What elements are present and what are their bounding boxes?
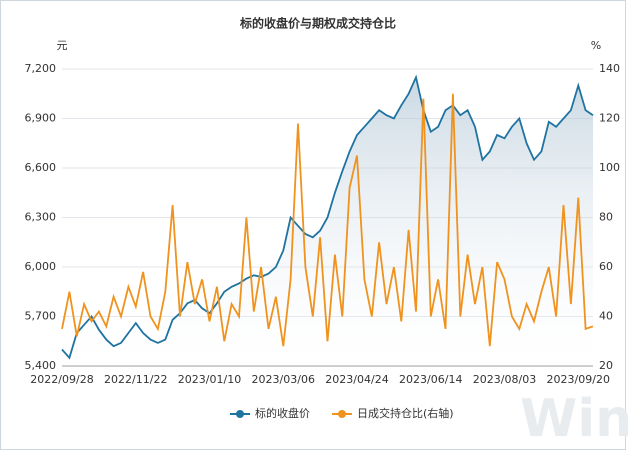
legend-marker bbox=[338, 410, 346, 418]
series-line bbox=[61, 93, 594, 347]
y-tick-label: 5,400 bbox=[25, 359, 57, 372]
y2-tick-label: 100 bbox=[599, 161, 620, 174]
x-tick-label: 2023/06/14 bbox=[399, 373, 462, 386]
y2-unit: % bbox=[591, 39, 601, 52]
y-tick-label: 5,700 bbox=[25, 310, 57, 323]
y2-tick-label: 20 bbox=[599, 359, 613, 372]
y-tick-label: 6,900 bbox=[25, 112, 57, 125]
x-tick-label: 2023/01/10 bbox=[178, 373, 241, 386]
series-line bbox=[61, 74, 594, 360]
y2-tick-label: 40 bbox=[599, 310, 613, 323]
area bbox=[62, 77, 593, 367]
y-unit: 元 bbox=[57, 39, 68, 52]
x-tick-label: 2022/09/28 bbox=[30, 373, 93, 386]
x-tick-label: 2022/11/22 bbox=[104, 373, 167, 386]
watermark: Win.d bbox=[520, 389, 636, 449]
y2-tick-label: 60 bbox=[599, 260, 613, 273]
x-tick-label: 2023/04/24 bbox=[325, 373, 388, 386]
chart-title: 标的收盘价与期权成交持仓比 bbox=[239, 16, 396, 31]
x-tick-label: 2023/08/03 bbox=[473, 373, 536, 386]
y2-tick-label: 120 bbox=[599, 112, 620, 125]
y2-tick-label: 80 bbox=[599, 211, 613, 224]
legend-label: 标的收盘价 bbox=[255, 406, 310, 420]
x-tick-label: 2023/03/06 bbox=[252, 373, 315, 386]
y-tick-label: 6,300 bbox=[25, 211, 57, 224]
legend-label: 日成交持仓比(右轴) bbox=[357, 406, 454, 420]
y2-tick-label: 140 bbox=[599, 62, 620, 75]
y-tick-label: 6,000 bbox=[25, 260, 57, 273]
y-tick-label: 7,200 bbox=[25, 62, 57, 75]
y-tick-label: 6,600 bbox=[25, 161, 57, 174]
legend-marker bbox=[236, 410, 244, 418]
x-tick-label: 2023/09/20 bbox=[547, 373, 610, 386]
